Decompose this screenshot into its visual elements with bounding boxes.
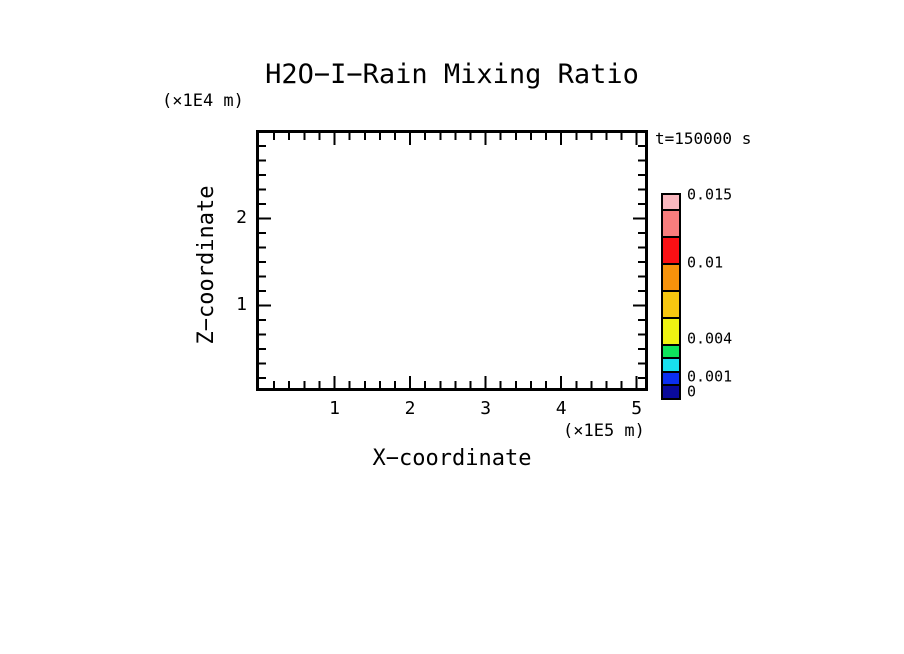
colorbar-segment-0.001-0.002 <box>663 370 679 385</box>
colorbar-segment-0.003-0.004 <box>663 343 679 358</box>
colorbar-segment-0.004-0.006 <box>663 316 679 344</box>
colorbar-label-0.01: 0.01 <box>687 253 724 272</box>
x-tick-label-3: 3 <box>480 398 492 419</box>
y-tick-label-2: 2 <box>236 207 247 229</box>
colorbar-label-0.015: 0.015 <box>687 185 733 204</box>
colorbar-segment-0.012-0.014 <box>663 208 679 236</box>
colorbar-segment-0.006-0.008 <box>663 289 679 317</box>
axis-ticks-icon <box>259 133 645 388</box>
colorbar-segment-0.014-0.015 <box>663 195 679 209</box>
colorbar-segment-0.01-0.012 <box>663 235 679 263</box>
x-tick-label-5: 5 <box>631 398 643 419</box>
colorbar-label-0.001: 0.001 <box>687 367 733 386</box>
plot-area <box>256 130 648 391</box>
colorbar-label-0.004: 0.004 <box>687 329 733 348</box>
x-tick-label-4: 4 <box>555 398 567 419</box>
colorbar-segment-0.002-0.003 <box>663 357 679 371</box>
x-tick-label-1: 1 <box>329 398 340 419</box>
colorbar-segment-0-0.001 <box>663 384 679 398</box>
colorbar-label-0: 0 <box>687 382 697 401</box>
time-annotation: t=150000 s <box>655 129 752 148</box>
colorbar <box>661 193 681 400</box>
colorbar-segment-0.008-0.01 <box>663 262 679 290</box>
y-tick-label-1: 1 <box>236 294 247 316</box>
x-axis-unit-label: (×1E5 m) <box>563 421 645 441</box>
y-axis-unit-label: (×1E4 m) <box>162 91 244 111</box>
x-axis-title: X−coordinate <box>372 446 532 471</box>
y-axis-title: Z−coordinate <box>194 185 219 345</box>
chart-title: H2O−I−Rain Mixing Ratio <box>265 59 639 90</box>
x-tick-label-2: 2 <box>404 398 416 419</box>
